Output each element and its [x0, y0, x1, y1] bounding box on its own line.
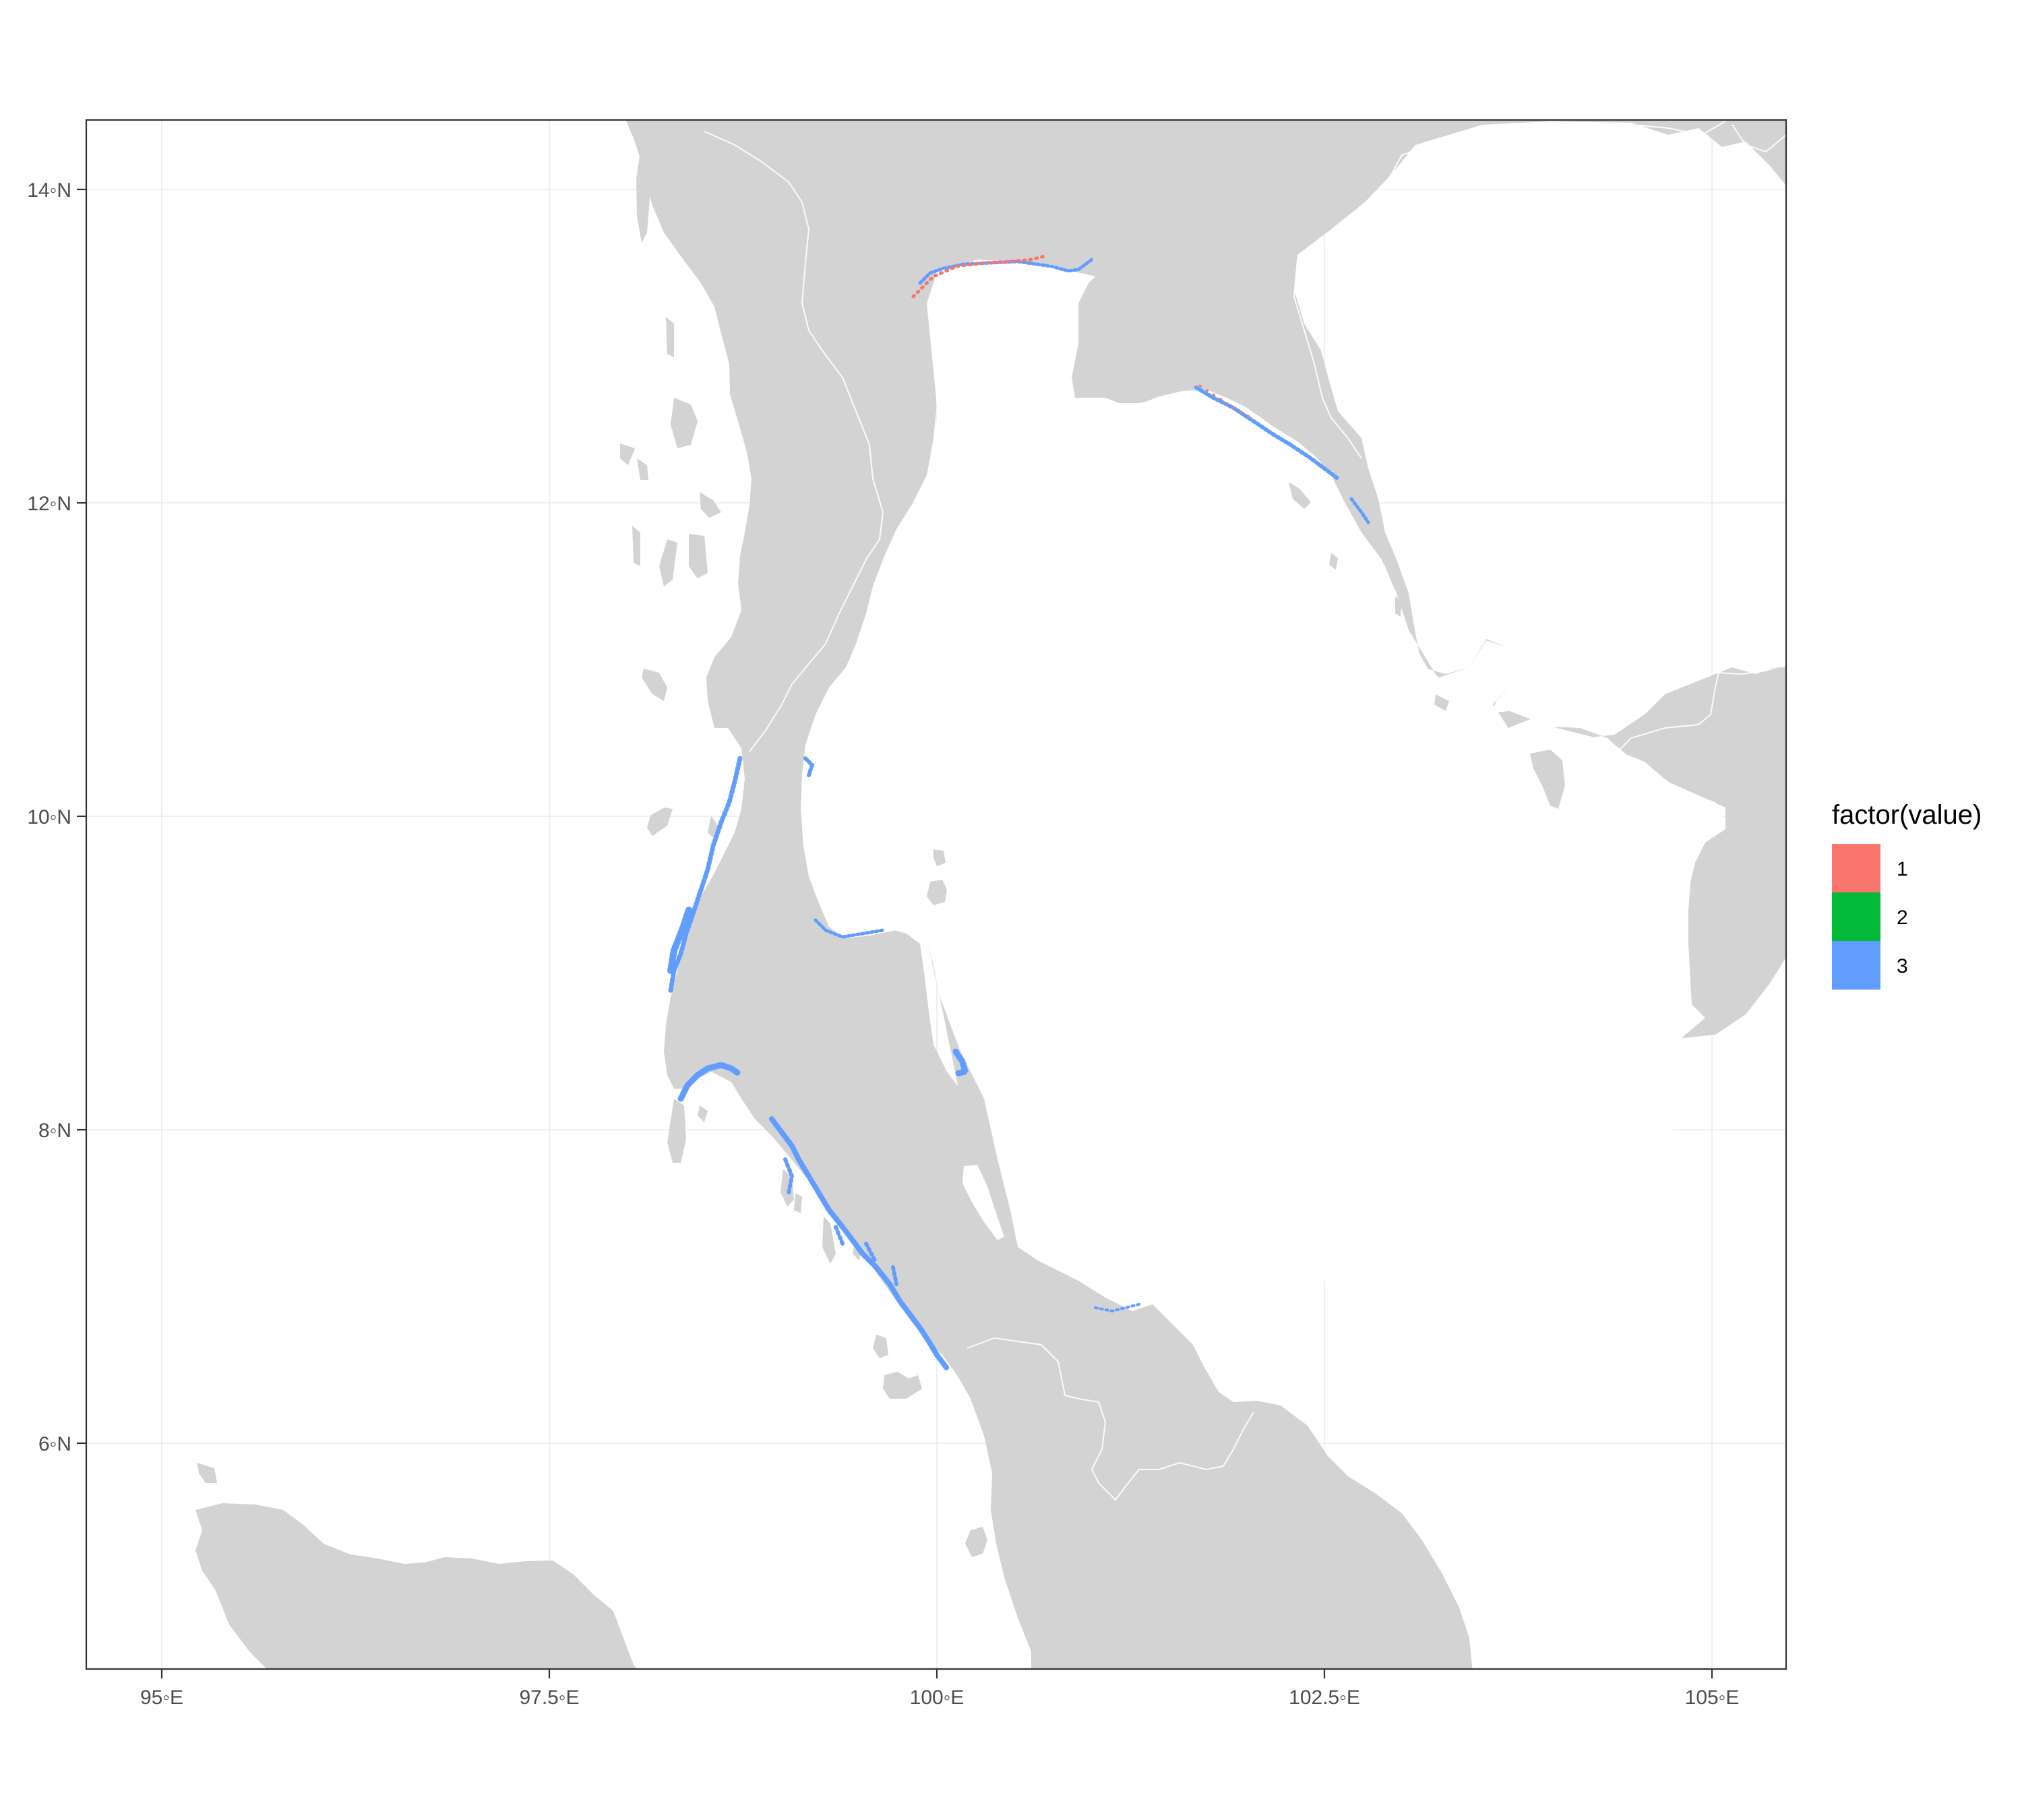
legend-key-2: [1832, 892, 1880, 941]
island: [632, 526, 640, 566]
island-adang: [883, 1372, 922, 1399]
mangrove-class-3-surat: [814, 918, 885, 939]
mangrove-class-3-chumphon: [803, 756, 815, 777]
legend: factor(value) 1 2 3: [1832, 800, 1982, 990]
gulf-of-thailand: [802, 262, 1725, 1281]
y-axis: 14◦N 12◦N 10◦N 8◦N 6◦N: [27, 179, 86, 1455]
country-borders: [704, 121, 1786, 1501]
legend-label: 2: [1897, 907, 1908, 929]
legend-label: 3: [1897, 955, 1908, 977]
border-cambodia-laos: [1732, 124, 1786, 153]
songkhla-lagoon: [962, 1165, 1004, 1240]
mangrove-class-3-krabi: [769, 1116, 950, 1371]
island-langkawi: [965, 1527, 987, 1557]
x-tick-label: 100◦E: [910, 1687, 964, 1709]
mangrove-class-1-east: [1198, 384, 1255, 421]
legend-label: 1: [1897, 858, 1908, 880]
border-myanmar-thailand: [704, 131, 884, 752]
y-tick-label: 6◦N: [38, 1433, 71, 1455]
mangrove-cells: [667, 254, 1370, 1371]
island: [1395, 597, 1402, 617]
island: [637, 458, 648, 480]
island: [620, 444, 635, 465]
island-phuket: [667, 1099, 686, 1163]
island-lanta: [822, 1217, 836, 1264]
x-axis: 95◦E 97.5◦E 100◦E 102.5◦E 105◦E: [140, 1669, 1739, 1709]
border-thailand-cambodia: [1293, 121, 1726, 459]
legend-key-1: [1832, 844, 1880, 892]
sumatra: [195, 1503, 638, 1669]
x-tick-label: 95◦E: [140, 1687, 183, 1709]
island: [647, 808, 673, 836]
island: [659, 539, 677, 586]
mangrove-class-1-bangkok: [911, 254, 1047, 299]
x-tick-label: 97.5◦E: [519, 1687, 579, 1709]
legend-title: factor(value): [1832, 800, 1982, 830]
island: [666, 317, 674, 357]
mangrove-class-3-krabi: [783, 1157, 898, 1286]
mangrove-class-3-nakhon: [952, 1048, 969, 1076]
island-phu-quoc: [1530, 750, 1565, 809]
y-tick-label: 12◦N: [27, 493, 71, 515]
x-tick-label: 105◦E: [1685, 1687, 1740, 1709]
x-tick-label: 102.5◦E: [1289, 1687, 1360, 1709]
island: [642, 669, 667, 701]
island: [1329, 553, 1338, 570]
mainland: [625, 120, 1786, 1669]
mangrove-class-3-phang-nga: [677, 1062, 741, 1102]
island: [636, 152, 650, 243]
legend-key-3: [1832, 941, 1880, 990]
mangrove-class-3-west-coast: [667, 907, 692, 974]
island: [698, 1105, 708, 1122]
island-phangan: [933, 849, 946, 866]
island: [671, 398, 698, 448]
mangrove-class-3-chanthaburi: [1194, 386, 1340, 481]
border-thailand-malaysia: [967, 1337, 1254, 1501]
y-tick-label: 10◦N: [27, 806, 71, 828]
island: [700, 492, 721, 518]
island-tarutao: [873, 1335, 888, 1358]
mangrove-class-3-pattani: [1094, 1303, 1140, 1313]
island: [1289, 482, 1311, 509]
island: [689, 534, 708, 578]
island-sumatra-north: [197, 1463, 217, 1483]
island-samui: [927, 880, 947, 905]
mangrove-class-3-trat: [1349, 497, 1370, 524]
y-tick-label: 8◦N: [38, 1120, 71, 1142]
island: [1434, 694, 1449, 711]
mangrove-class-3-west-coast: [668, 756, 743, 994]
island: [794, 1193, 802, 1213]
cambodia-vietnam-south: [1682, 802, 1786, 1038]
y-tick-label: 14◦N: [27, 179, 71, 202]
border-cambodia-vietnam: [1617, 663, 1786, 752]
